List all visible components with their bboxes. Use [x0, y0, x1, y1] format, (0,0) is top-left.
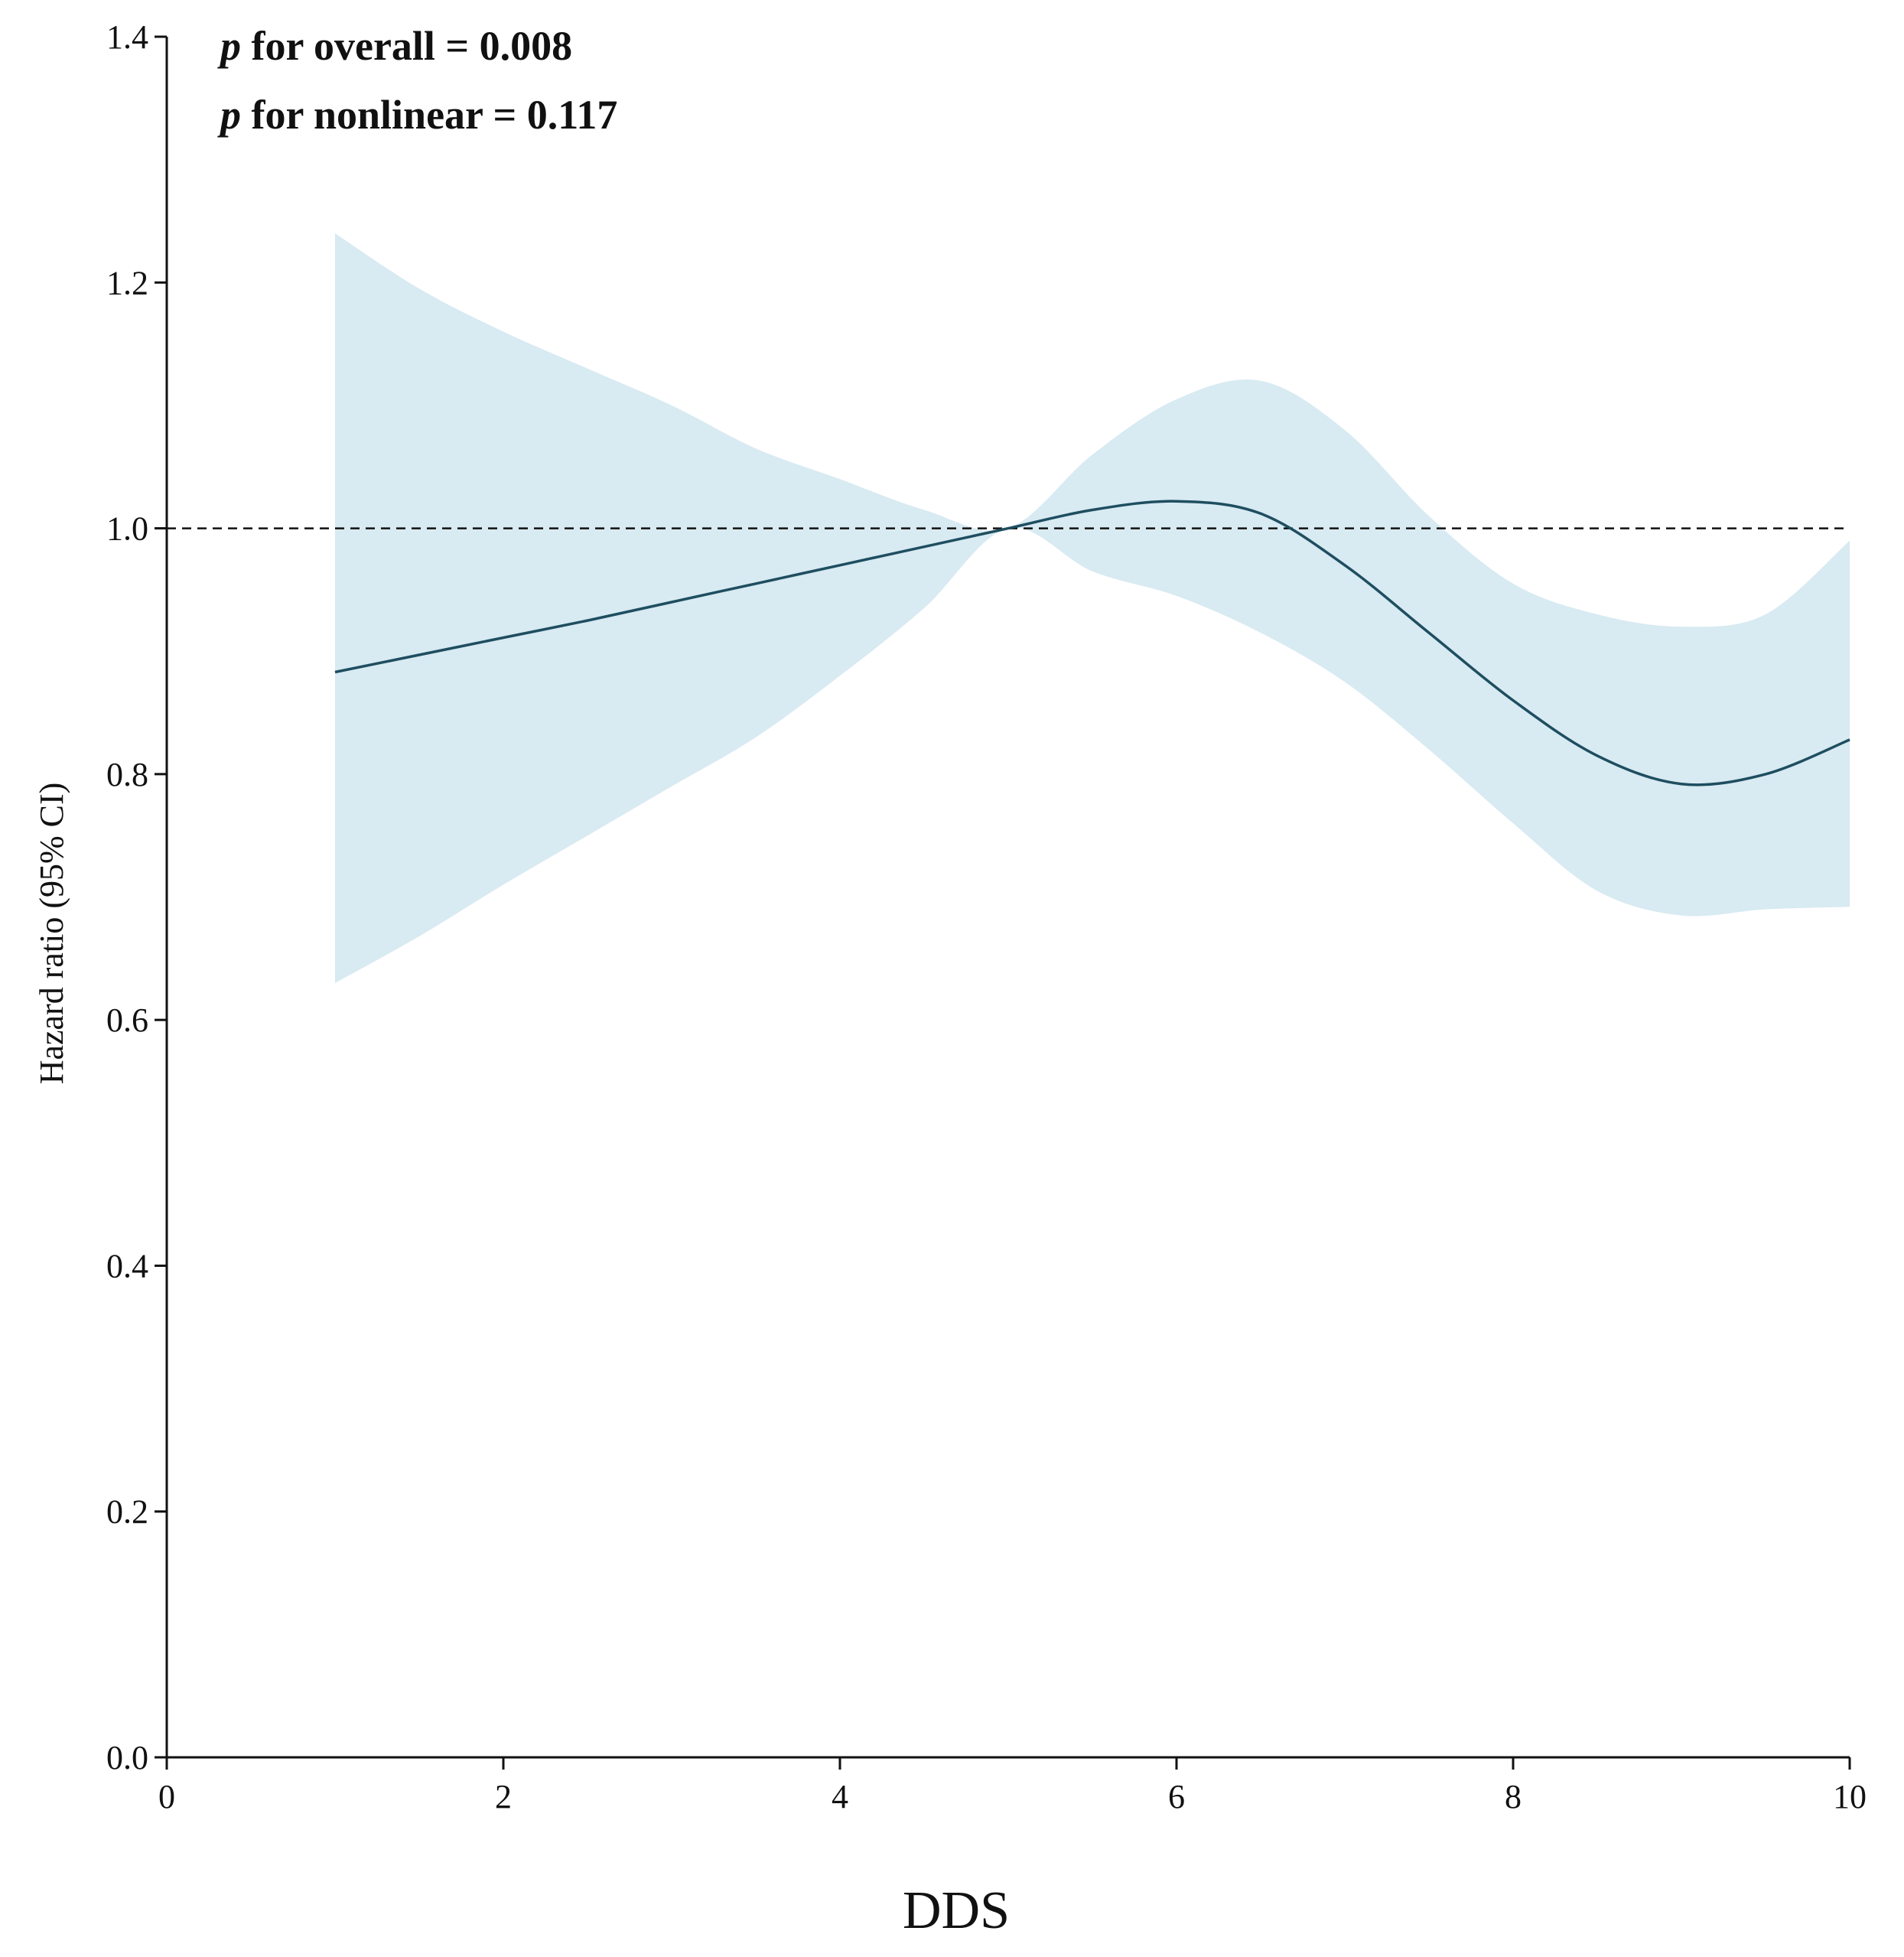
plot-area [167, 233, 1850, 983]
p-overall-annotation: p for overall = 0.008 [217, 23, 572, 69]
x-ticks: 0 2 4 6 8 10 [158, 1757, 1867, 1815]
x-tick-label: 10 [1833, 1778, 1867, 1815]
y-tick-label: 0.6 [106, 1001, 148, 1039]
x-tick-label: 8 [1505, 1778, 1522, 1815]
p-overall-text: for overall = 0.008 [241, 23, 572, 69]
y-tick-label: 0.2 [106, 1493, 148, 1531]
x-tick-label: 0 [158, 1778, 175, 1815]
x-tick-label: 4 [832, 1778, 848, 1815]
hazard-ratio-line [334, 500, 1850, 786]
confidence-band [335, 233, 1850, 983]
y-axis-title: Hazard ratio (95% CI) [33, 783, 70, 1085]
p-nonlinear-text: for nonlinear = 0.117 [241, 92, 617, 138]
y-tick-label: 0.0 [106, 1739, 148, 1776]
x-tick-label: 6 [1168, 1778, 1185, 1815]
p-nonlinear-italic: p [217, 92, 241, 138]
x-tick-label: 2 [495, 1778, 512, 1815]
y-tick-label: 1.2 [106, 264, 148, 301]
axes: 0 2 4 6 8 10 0.0 0.2 0.4 0.6 0.8 1.0 1.2 1.4 [106, 18, 1867, 1815]
p-nonlinear-annotation: p for nonlinear = 0.117 [217, 92, 617, 138]
y-tick-label: 0.4 [106, 1247, 148, 1285]
p-overall-italic: p [217, 23, 241, 69]
y-tick-label: 1.4 [106, 18, 148, 56]
x-axis-title: DDS [903, 1881, 1010, 1940]
y-ticks: 0.0 0.2 0.4 0.6 0.8 1.0 1.2 1.4 [106, 18, 167, 1776]
y-tick-label: 0.8 [106, 756, 148, 793]
y-tick-label: 1.0 [106, 510, 148, 548]
